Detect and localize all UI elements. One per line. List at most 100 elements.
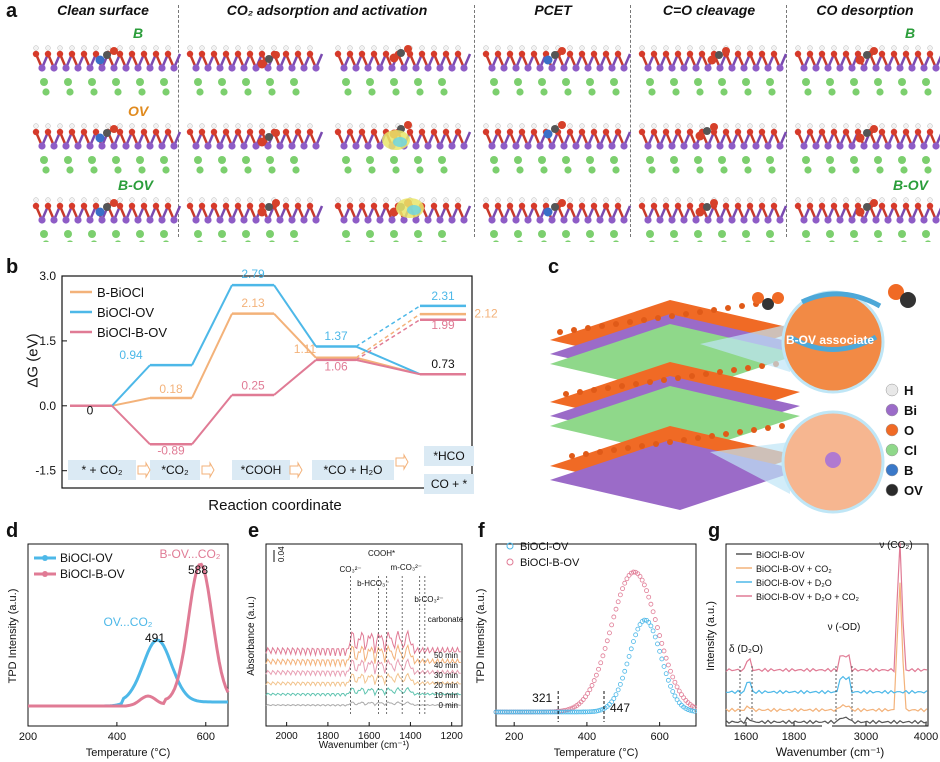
h-atom (855, 197, 861, 203)
bi-atom (158, 216, 166, 224)
h-atom (93, 197, 99, 203)
bi-atom (50, 216, 58, 224)
legend-label: BiOCl-B-OV + D₂O + CO₂ (756, 592, 860, 602)
o-atom (92, 50, 100, 58)
h-atom (223, 197, 229, 203)
x-axis-label: Temperature (°C) (554, 747, 638, 759)
x-tick-label: 400 (108, 731, 126, 743)
cl-atom (345, 240, 351, 242)
cl-atom (368, 88, 376, 96)
bi-atom (836, 142, 844, 150)
o-atom (44, 202, 52, 210)
o-atom (878, 128, 886, 136)
data-point (589, 683, 595, 688)
legend-label: BiOCl-OV (60, 551, 113, 565)
o-atom (818, 50, 826, 58)
atomic-slab (186, 123, 324, 174)
h-atom (639, 123, 645, 129)
plot-frame (495, 543, 697, 727)
cl-atom (438, 78, 446, 86)
h-atom (295, 45, 301, 51)
cl-atom (828, 166, 836, 174)
o-atom (870, 47, 878, 55)
o-atom (695, 435, 701, 441)
cl-atom (673, 240, 679, 242)
bi-atom (448, 142, 456, 150)
arrow (137, 461, 151, 479)
bi-atom (800, 216, 808, 224)
cl-atom (493, 240, 499, 242)
spectrum (725, 675, 928, 695)
o-atom (140, 128, 148, 136)
o-atom (566, 128, 574, 136)
data-point (641, 617, 647, 623)
bi-atom (548, 216, 556, 224)
data-point (613, 692, 619, 697)
x-tick-label: 3000 (854, 731, 878, 743)
value-label: 1.11 (294, 342, 317, 356)
cl-atom (440, 88, 448, 96)
o-atom (186, 50, 194, 58)
h-atom (431, 123, 437, 129)
data-point (591, 709, 597, 714)
o-atom (870, 125, 878, 133)
cl-atom (540, 166, 548, 174)
cl-atom (196, 88, 204, 96)
x-tick-label: 1600 (358, 731, 381, 742)
y-axis-label: TPD Intensity (a.u.) (7, 589, 19, 684)
o-atom (710, 123, 718, 131)
cl-atom (646, 78, 654, 86)
series-label: 30 min (434, 671, 458, 680)
x-tick-label: 1800 (782, 731, 806, 743)
h-atom (675, 123, 681, 129)
bi-atom (572, 216, 580, 224)
o-atom (234, 50, 242, 58)
h-atom (259, 45, 265, 51)
cl-atom (562, 78, 570, 86)
o-atom (346, 202, 354, 210)
x-tick-label: 1800 (317, 731, 340, 742)
bi-atom (86, 64, 94, 72)
connector (111, 405, 151, 446)
cl-atom (90, 88, 98, 96)
cl-atom (514, 78, 522, 86)
cl-atom (876, 88, 884, 96)
h-atom (495, 45, 501, 51)
atomic-slab (482, 123, 632, 174)
x-tick-label: 1400 (399, 731, 422, 742)
data-point (589, 709, 595, 715)
legend-label: B (904, 463, 913, 478)
o-atom (418, 128, 426, 136)
step-box (312, 460, 394, 480)
o-atom (723, 431, 729, 437)
o-atom (56, 128, 64, 136)
cl-atom (538, 78, 546, 86)
data-point (657, 633, 663, 638)
h-atom (271, 123, 277, 129)
bi-atom (288, 142, 296, 150)
data-point (624, 576, 630, 582)
bi-atom (572, 64, 580, 72)
h-atom (747, 123, 753, 129)
o-atom (914, 202, 922, 210)
h-atom (187, 45, 193, 51)
o-atom (128, 128, 136, 136)
o-atom (614, 128, 622, 136)
cl-atom (366, 156, 374, 164)
cl-atom (646, 230, 654, 238)
h-atom (843, 197, 849, 203)
cl-atom (742, 78, 750, 86)
spectrum (725, 542, 928, 673)
h-atom (507, 123, 513, 129)
value-label: -0.89 (157, 443, 185, 457)
bi-atom (872, 64, 880, 72)
cl-atom (366, 78, 374, 86)
o-atom (222, 202, 230, 210)
bi-atom (170, 142, 178, 150)
bi-atom (656, 64, 664, 72)
h-atom (129, 197, 135, 203)
bi-atom (424, 64, 432, 72)
o-atom (482, 202, 490, 210)
bi-atom (560, 216, 568, 224)
cl-atom (160, 230, 168, 238)
